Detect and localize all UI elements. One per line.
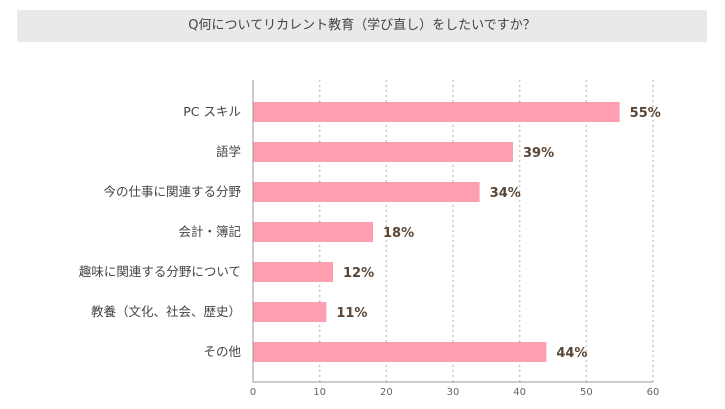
x-tick-label: 0 <box>250 387 256 398</box>
x-tick-label: 10 <box>313 387 326 398</box>
bar <box>253 302 327 322</box>
category-label: 趣味に関連する分野について <box>79 264 241 279</box>
bar <box>253 262 333 282</box>
category-label: 今の仕事に関連する分野 <box>103 184 241 199</box>
category-label: 教養（文化、社会、歴史） <box>91 304 241 319</box>
category-label: 語学 <box>216 144 241 159</box>
data-label: 18% <box>383 226 414 241</box>
data-label: 44% <box>556 346 587 361</box>
bar <box>253 182 480 202</box>
x-tick-label: 20 <box>380 387 393 398</box>
bar <box>253 142 513 162</box>
data-label: 55% <box>630 106 661 121</box>
data-label: 12% <box>343 266 374 281</box>
x-tick-label: 50 <box>580 387 593 398</box>
x-tick-label: 40 <box>513 387 526 398</box>
category-label: 会計・簿記 <box>178 224 241 239</box>
bar <box>253 222 373 242</box>
category-label: その他 <box>203 344 241 359</box>
x-tick-label: 60 <box>647 387 660 398</box>
chart-title: Q何についてリカレント教育（学び直し）をしたいですか？ <box>17 10 707 42</box>
data-label: 39% <box>523 146 554 161</box>
bar <box>253 342 547 362</box>
data-label: 11% <box>336 306 367 321</box>
data-label: 34% <box>490 186 521 201</box>
x-tick-label: 30 <box>447 387 460 398</box>
bar <box>253 102 620 122</box>
category-label: PC スキル <box>183 104 241 119</box>
